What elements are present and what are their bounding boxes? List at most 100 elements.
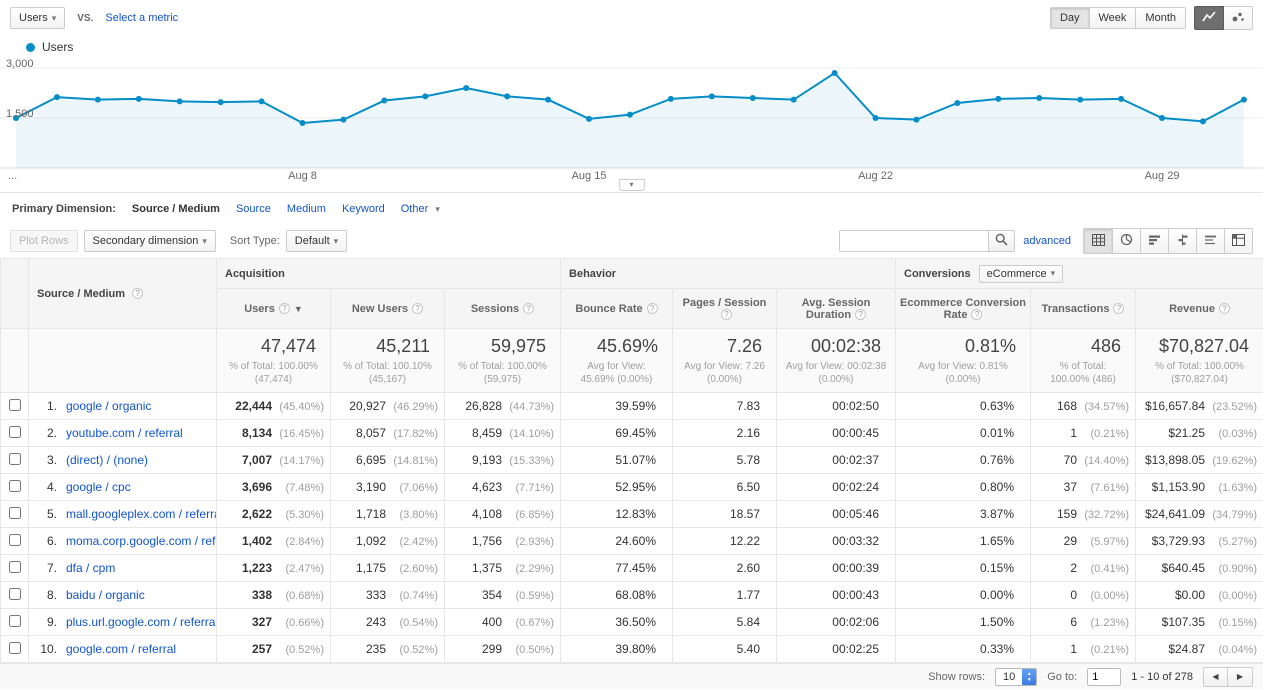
source-link[interactable]: moma.corp.google.com / referral <box>66 534 216 548</box>
data-point[interactable] <box>217 99 224 106</box>
show-rows-select[interactable]: 10 ▲ ▼ <box>995 667 1038 686</box>
help-icon[interactable]: ? <box>1113 302 1125 314</box>
data-point[interactable] <box>545 96 552 103</box>
dimension-keyword[interactable]: Keyword <box>341 202 385 215</box>
data-point[interactable] <box>422 93 429 100</box>
data-table-view-button[interactable] <box>1084 229 1112 253</box>
help-icon[interactable]: ? <box>132 287 144 299</box>
data-point[interactable] <box>94 96 101 103</box>
column-header-source-medium[interactable]: Source / Medium ? <box>28 258 217 329</box>
term-cloud-view-button[interactable] <box>1196 229 1224 253</box>
source-link[interactable]: youtube.com / referral <box>66 426 183 440</box>
source-link[interactable]: mall.googleplex.com / referral <box>66 507 217 521</box>
stepper-up-icon[interactable]: ▲ <box>1026 670 1032 677</box>
data-point[interactable] <box>463 85 470 91</box>
advanced-search-link[interactable]: advanced <box>1023 235 1071 247</box>
motion-chart-view-button[interactable] <box>1224 6 1253 30</box>
data-point[interactable] <box>708 93 715 100</box>
search-button[interactable] <box>989 230 1016 252</box>
data-point[interactable] <box>913 116 920 123</box>
goto-page-input[interactable] <box>1087 667 1122 686</box>
data-point[interactable] <box>1159 115 1166 121</box>
data-point[interactable] <box>954 100 961 106</box>
data-point[interactable] <box>872 115 879 121</box>
table-search-input[interactable] <box>839 230 990 252</box>
granularity-month-button[interactable]: Month <box>1136 7 1186 29</box>
select-metric-link[interactable]: Select a metric <box>105 12 179 24</box>
data-point[interactable] <box>790 96 797 103</box>
column-header-revenue[interactable]: Revenue? <box>1135 288 1263 329</box>
dimension-source[interactable]: Source <box>235 202 271 215</box>
column-header-sessions[interactable]: Sessions? <box>443 288 562 329</box>
row-checkbox[interactable] <box>8 533 21 546</box>
row-checkbox[interactable] <box>8 452 21 465</box>
data-point[interactable] <box>13 115 19 121</box>
source-link[interactable]: dfa / cpm <box>66 561 116 575</box>
row-checkbox[interactable] <box>8 506 21 519</box>
data-point[interactable] <box>1199 118 1206 125</box>
data-point[interactable] <box>1118 95 1125 102</box>
data-point[interactable] <box>176 98 183 105</box>
line-chart-view-button[interactable] <box>1194 6 1224 30</box>
help-icon[interactable]: ? <box>721 308 733 320</box>
metric-selector-button[interactable]: Users ▾ <box>10 7 66 29</box>
column-header-transactions[interactable]: Transactions? <box>1030 288 1137 329</box>
stepper-icon[interactable]: ▲ ▼ <box>1022 668 1037 685</box>
performance-view-button[interactable] <box>1140 229 1168 253</box>
data-point[interactable] <box>258 98 265 105</box>
source-link[interactable]: baidu / organic <box>66 588 145 602</box>
help-icon[interactable]: ? <box>523 302 535 314</box>
stepper-down-icon[interactable]: ▼ <box>1026 676 1032 683</box>
secondary-dimension-button[interactable]: Secondary dimension ▾ <box>83 230 216 252</box>
row-checkbox[interactable] <box>8 587 21 600</box>
row-checkbox[interactable] <box>8 560 21 573</box>
row-checkbox[interactable] <box>8 398 21 411</box>
sort-type-button[interactable]: Default ▾ <box>285 230 348 252</box>
data-point[interactable] <box>135 95 142 102</box>
data-point[interactable] <box>1077 96 1084 103</box>
ecommerce-selector-button[interactable]: eCommerce ▾ <box>978 264 1064 283</box>
data-point[interactable] <box>504 93 511 100</box>
data-point[interactable] <box>667 95 674 102</box>
sort-desc-icon[interactable]: ▼ <box>293 303 303 314</box>
help-icon[interactable]: ? <box>971 308 983 320</box>
help-icon[interactable]: ? <box>278 302 290 314</box>
column-header-pages-session[interactable]: Pages / Session? <box>672 288 778 329</box>
row-checkbox[interactable] <box>8 641 21 654</box>
row-checkbox[interactable] <box>8 425 21 438</box>
column-header-bounce-rate[interactable]: Bounce Rate? <box>560 288 674 329</box>
source-link[interactable]: plus.url.google.com / referral <box>66 615 217 629</box>
help-icon[interactable]: ? <box>412 302 424 314</box>
column-header-ecommerce-conversion-rate[interactable]: Ecommerce Conversion Rate? <box>895 288 1032 329</box>
source-link[interactable]: google / cpc <box>66 480 131 494</box>
users-line-chart[interactable] <box>0 58 1263 170</box>
data-point[interactable] <box>626 111 633 118</box>
data-point[interactable] <box>586 115 593 122</box>
help-icon[interactable]: ? <box>646 302 658 314</box>
previous-page-button[interactable]: ◀ <box>1203 666 1228 687</box>
data-point[interactable] <box>831 70 838 76</box>
column-header-users[interactable]: Users? ▼ <box>216 288 331 329</box>
comparison-view-button[interactable] <box>1168 229 1196 253</box>
data-point[interactable] <box>1240 96 1247 103</box>
dimension-medium[interactable]: Medium <box>286 202 326 215</box>
dimension-source-medium[interactable]: Source / Medium <box>131 202 220 215</box>
row-checkbox[interactable] <box>8 479 21 492</box>
source-link[interactable]: google.com / referral <box>66 642 177 656</box>
data-point[interactable] <box>381 97 388 104</box>
data-point[interactable] <box>995 95 1002 102</box>
help-icon[interactable]: ? <box>855 308 867 320</box>
granularity-week-button[interactable]: Week <box>1089 7 1137 29</box>
column-header-new-users[interactable]: New Users? <box>330 288 445 329</box>
dimension-other-dropdown[interactable]: Other ▾ <box>401 203 440 215</box>
help-icon[interactable]: ? <box>1218 302 1230 314</box>
data-point[interactable] <box>1036 95 1043 101</box>
next-page-button[interactable]: ▶ <box>1228 666 1253 687</box>
plot-rows-button[interactable]: Plot Rows <box>10 230 78 252</box>
data-point[interactable] <box>53 94 60 101</box>
data-point[interactable] <box>749 95 756 101</box>
granularity-day-button[interactable]: Day <box>1049 7 1090 29</box>
chart-collapse-tab[interactable]: ▾ <box>618 179 645 191</box>
column-header-avg-session-duration[interactable]: Avg. Session Duration? <box>776 288 897 329</box>
percentage-view-button[interactable] <box>1112 229 1140 253</box>
